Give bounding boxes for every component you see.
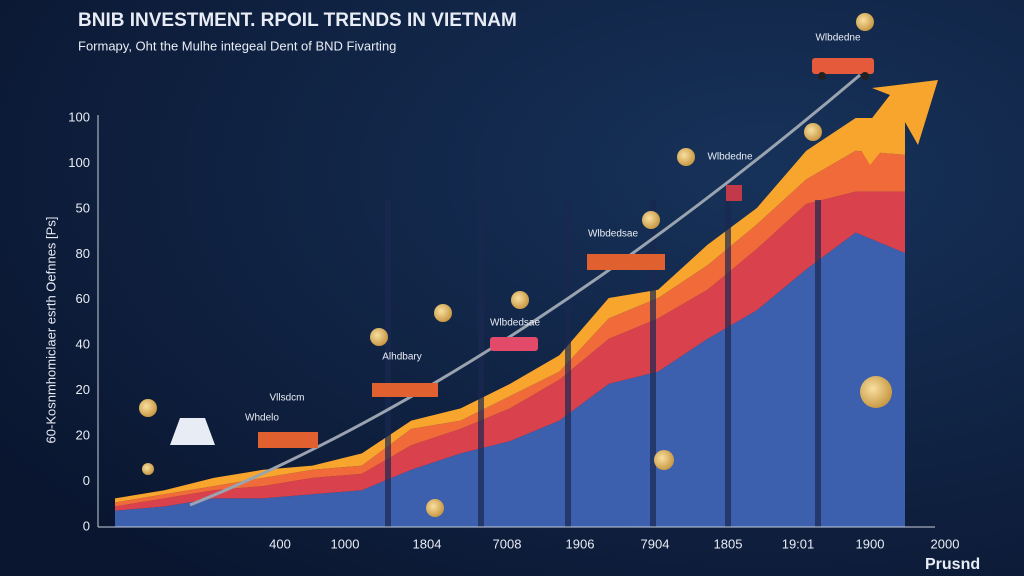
x-tick-label: 1906 [566,536,595,551]
x-tick-label: 400 [269,536,291,551]
y-axis-label: 60-Kosnmhomiclaer esrth Oefnnes [Ps] [43,217,58,444]
y-tick-label: 100 [68,155,90,170]
chart-subtitle: Formapy, Oht the Mulhe integeal Dent of … [78,38,396,53]
y-tick-label: 0 [83,518,90,533]
x-tick-label: 1000 [331,536,360,551]
area [115,118,905,503]
arrow [855,80,938,165]
y-tick-label: 50 [76,200,90,215]
x-tick-label: 1805 [714,536,743,551]
y-tick-label: 20 [76,382,90,397]
annotation: Vllsdcm [269,393,304,404]
y-tick-label: 80 [76,246,90,261]
separator [725,200,731,527]
x-tick-label: 2000 [931,536,960,551]
brand: Prusnd [925,556,980,573]
decorations [139,13,892,517]
annotation: Wlbdedne [815,33,860,44]
x-tick-label: 1804 [413,536,442,551]
y-tick-label: 20 [76,428,90,443]
y-tick-label: 0 [83,473,90,488]
separator [478,200,484,527]
annotation: Alhdbary [382,352,421,363]
annotation: Wlbdedsae [490,318,540,329]
y-tick-label: 60 [76,291,90,306]
area [115,191,905,511]
area [115,150,905,507]
trend-line [189,73,861,507]
annotation: Wlbdedne [707,152,752,163]
separator [815,200,821,527]
separator [385,200,391,527]
separator [565,200,571,527]
y-tick-label: 40 [76,337,90,352]
x-tick-label: 7008 [493,536,522,551]
x-tick-label: 7904 [641,536,670,551]
chart-title: BNIB INVESTMENT. RPOIL TRENDS IN VIETNAM [78,10,517,31]
separator [650,200,656,527]
x-tick-label: 19:01 [782,536,815,551]
x-tick-label: 1900 [856,536,885,551]
y-tick-label: 100 [68,109,90,124]
annotation: Whdelo [245,413,279,424]
annotation: Wlbdedsae [588,229,638,240]
area [115,232,905,527]
